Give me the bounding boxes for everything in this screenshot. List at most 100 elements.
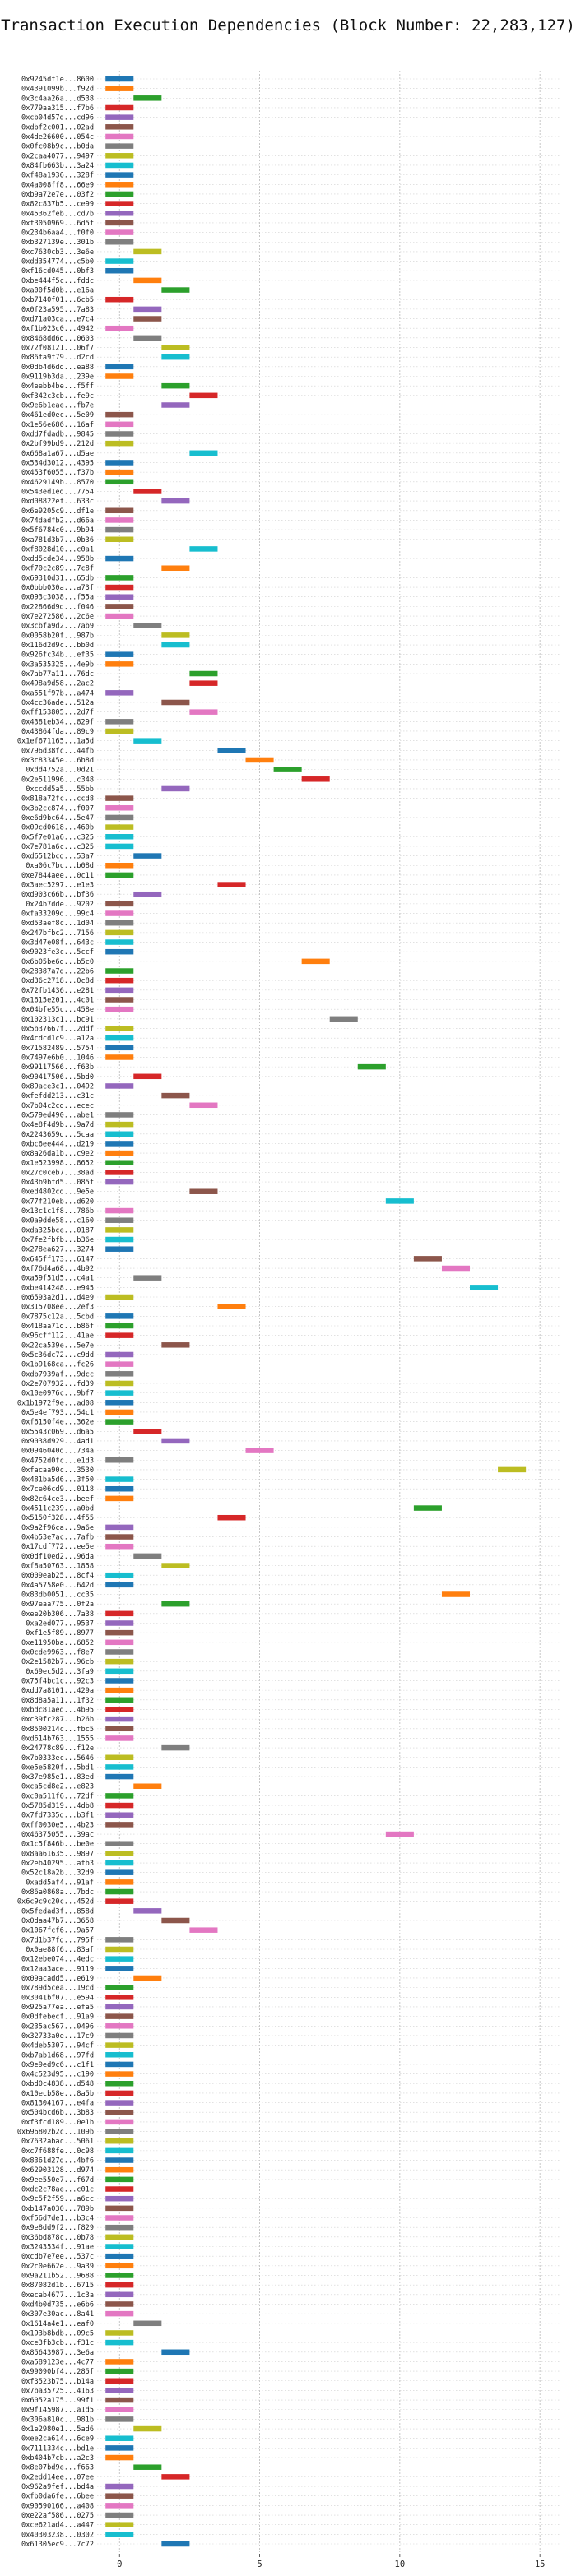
transaction-label: 0xce3fb3cb...f31c bbox=[21, 2339, 94, 2347]
transaction-bar bbox=[105, 728, 134, 734]
transaction-bar bbox=[105, 1227, 134, 1233]
transaction-label: 0xc7f688fe...0c98 bbox=[21, 2147, 94, 2156]
transaction-label: 0x1b1972f9e...ad08 bbox=[17, 1399, 94, 1407]
transaction-bar bbox=[105, 2273, 134, 2278]
transaction-bar bbox=[161, 287, 190, 293]
transaction-label: 0x37e985e1...83ed bbox=[21, 1773, 94, 1781]
transaction-label: 0x5b37667f...2ddf bbox=[21, 1025, 94, 1033]
transaction-bar bbox=[105, 2061, 134, 2068]
transaction-label: 0xee20b306...7a38 bbox=[21, 1610, 94, 1619]
transaction-label: 0x3041bf07...e594 bbox=[21, 1994, 94, 2002]
transaction-bar bbox=[133, 277, 162, 284]
transaction-bar bbox=[105, 2532, 134, 2537]
transaction-bar bbox=[161, 642, 190, 648]
transaction-bar bbox=[161, 565, 190, 571]
transaction-bar bbox=[105, 1141, 134, 1147]
transaction-label: 0xe7844aee...0c11 bbox=[21, 872, 94, 880]
transaction-label: 0x234b6aa4...f0f0 bbox=[21, 229, 94, 238]
transaction-bar bbox=[105, 1716, 134, 1722]
y-tick-labels: 0x9245df1e...8600 0x4391099b...f92d0x3c4a… bbox=[17, 76, 94, 2549]
transaction-bar bbox=[161, 2474, 190, 2480]
transaction-label: 0x9ee550e7...f67d bbox=[21, 2176, 94, 2185]
transaction-bar bbox=[105, 997, 134, 1003]
transaction-label: 0xc7630cb3...3e6e bbox=[21, 248, 94, 257]
transaction-bar bbox=[105, 1179, 134, 1185]
transaction-bar bbox=[133, 1908, 162, 1914]
transaction-bar bbox=[105, 1841, 134, 1846]
transaction-label: 0xd6512bcd...53a7 bbox=[21, 853, 94, 861]
transaction-bar bbox=[105, 124, 134, 130]
transaction-label: 0x2caa4077...9497 bbox=[21, 152, 94, 160]
transaction-bar bbox=[161, 699, 190, 706]
transaction-label: 0x7e781a6c...c325 bbox=[21, 843, 94, 851]
transaction-bar bbox=[105, 1726, 134, 1732]
transaction-label: 0xe6d9bc64...5e47 bbox=[21, 814, 94, 822]
transaction-bar bbox=[105, 1457, 134, 1463]
transaction-bar bbox=[105, 1851, 134, 1856]
transaction-label: 0xf70c2c89...7c8f bbox=[21, 565, 94, 573]
transaction-bar bbox=[133, 1553, 162, 1559]
transaction-label: 0xd614b763...1555 bbox=[21, 1735, 94, 1743]
transaction-label: 0x9023fe3c...5ccf bbox=[21, 948, 94, 957]
transaction-label: 0x779aa315...f7b6 bbox=[21, 104, 94, 113]
transaction-label: 0x6b05be6d...b5c0 bbox=[21, 958, 94, 966]
transaction-bar bbox=[105, 2359, 134, 2365]
transaction-bar bbox=[133, 623, 162, 628]
transaction-bar bbox=[105, 2129, 134, 2134]
transaction-bar bbox=[105, 2397, 134, 2403]
transaction-bar bbox=[105, 2445, 134, 2451]
transaction-bar bbox=[133, 335, 162, 341]
transaction-bar bbox=[133, 2425, 162, 2432]
transaction-bar bbox=[105, 920, 134, 926]
transaction-label: 0x116d2d9c...bb0d bbox=[21, 642, 94, 650]
transaction-label: 0x74dadfb2...d66a bbox=[21, 517, 94, 525]
transaction-bar bbox=[189, 709, 218, 715]
transaction-label: 0xcdb7e7ee...537c bbox=[21, 2253, 94, 2261]
transaction-label: 0x89ace3c1...0492 bbox=[21, 1082, 94, 1091]
transaction-label: 0x13c1c1f8...786b bbox=[21, 1207, 94, 1216]
transaction-bar bbox=[105, 1773, 134, 1780]
grid-layer bbox=[97, 71, 560, 2552]
transaction-bar bbox=[189, 392, 218, 399]
transaction-label: 0x7111334c...bd1e bbox=[21, 2444, 94, 2453]
transaction-bar bbox=[105, 2042, 134, 2048]
transaction-label: 0xa06c7bc...b08d bbox=[26, 862, 94, 870]
transaction-label: 0x4eebb4be...f5ff bbox=[21, 382, 94, 391]
transaction-label: 0x3cbfa9d2...7ab9 bbox=[21, 623, 94, 631]
transaction-bar bbox=[189, 546, 218, 552]
transaction-bar bbox=[105, 239, 134, 245]
transaction-bar bbox=[105, 2388, 134, 2393]
transaction-label: 0x789d5cea...19cd bbox=[21, 1985, 94, 1993]
transaction-label: 0xa2ed077...9537 bbox=[26, 1619, 94, 1628]
transaction-label: 0x9a2f96ca...9a6e bbox=[21, 1524, 94, 1532]
transaction-label: 0x22866d9d...f046 bbox=[21, 603, 94, 611]
transaction-label: 0xff153805...2d7f bbox=[21, 709, 94, 717]
transaction-label: 0x1e2980e1...5ad6 bbox=[21, 2425, 94, 2434]
transaction-bar bbox=[105, 690, 134, 696]
transaction-label: 0xf3050969...6d5f bbox=[21, 220, 94, 228]
transaction-label: 0xb147a030...789b bbox=[21, 2205, 94, 2213]
transaction-bar bbox=[105, 2368, 134, 2374]
transaction-bar bbox=[133, 738, 162, 744]
transaction-bar bbox=[161, 1917, 190, 1924]
transaction-bar bbox=[105, 2512, 134, 2518]
transaction-bar bbox=[105, 910, 134, 916]
transaction-label: 0x962a9fef...bd4a bbox=[21, 2483, 94, 2491]
transaction-label: 0xf8028d10...c0a1 bbox=[21, 545, 94, 554]
transaction-label: 0x27c0ceb7...38ad bbox=[21, 1169, 94, 1177]
transaction-label: 0xfacaa90c...3530 bbox=[21, 1466, 94, 1475]
transaction-bar bbox=[133, 2320, 162, 2327]
transaction-bar bbox=[105, 2071, 134, 2077]
transaction-label: 0x86a0868a...7bdc bbox=[21, 1888, 94, 1897]
transaction-bar bbox=[105, 2435, 134, 2441]
transaction-bar bbox=[105, 1035, 134, 1041]
transaction-label: 0x6593a2d1...d4e9 bbox=[21, 1294, 94, 1302]
transaction-bar bbox=[105, 1658, 134, 1665]
transaction-bar bbox=[105, 325, 134, 331]
transaction-label: 0x4a5758e0...642d bbox=[21, 1582, 94, 1590]
transaction-bar bbox=[161, 1563, 190, 1568]
transaction-label: 0xe11950ba...6852 bbox=[21, 1639, 94, 1647]
transaction-label: 0x278ea627...3274 bbox=[21, 1246, 94, 1254]
transaction-bar bbox=[105, 1131, 134, 1137]
transaction-label: 0x6e9205c9...df1e bbox=[21, 507, 94, 516]
